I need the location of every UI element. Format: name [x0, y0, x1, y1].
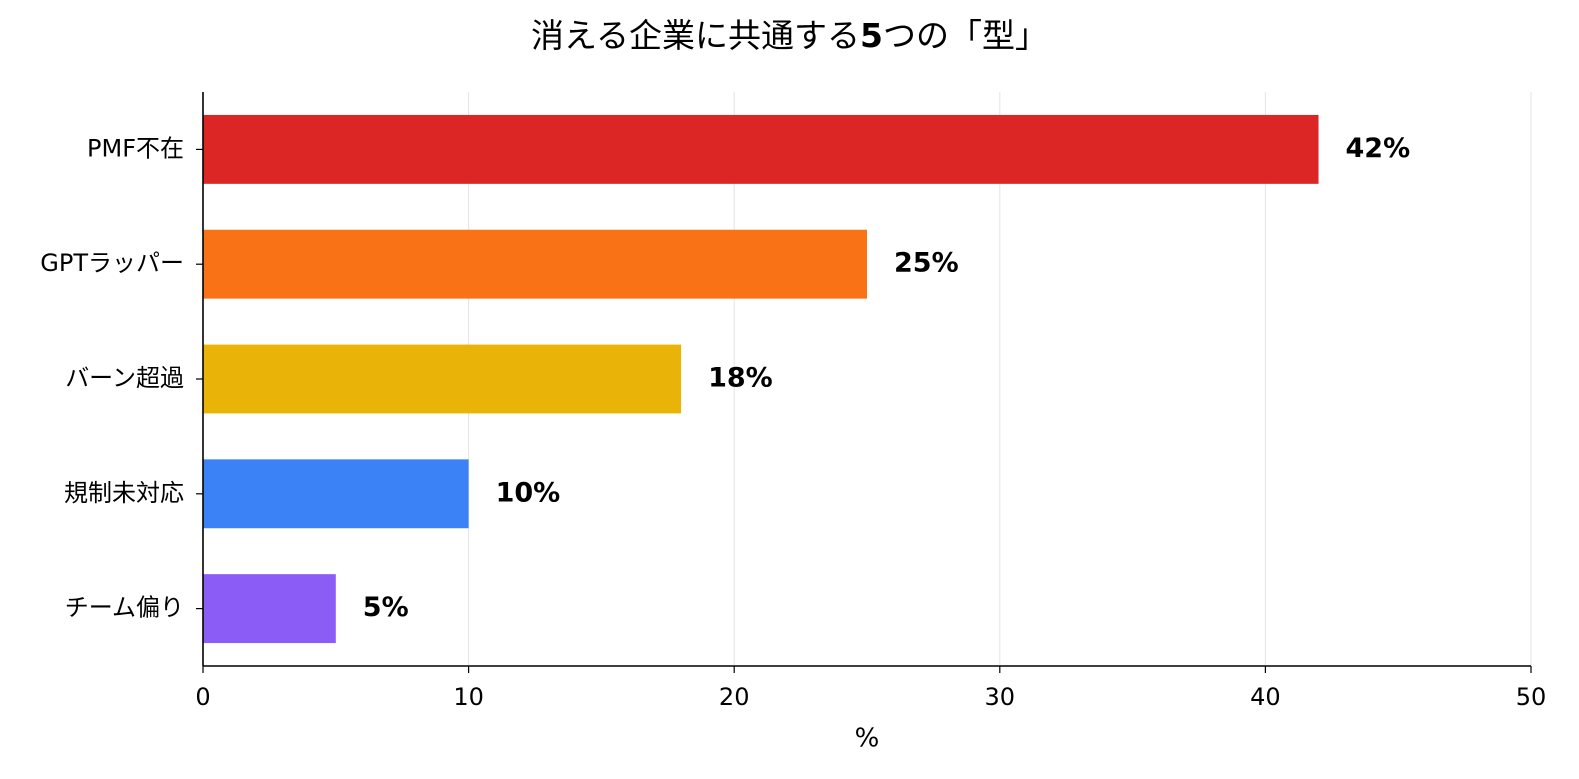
bars [203, 114, 1319, 644]
bar [203, 229, 867, 299]
bar-value-label: 5% [363, 592, 409, 623]
category-label: 規制未対応 [64, 479, 184, 507]
x-tick-label: 40 [1250, 683, 1281, 711]
x-tick-label: 20 [719, 683, 750, 711]
category-label: PMF不在 [87, 134, 184, 162]
bar [203, 114, 1319, 184]
bar-value-label: 18% [708, 363, 773, 394]
category-label: チーム偏り [65, 594, 184, 622]
bar-value-label: 42% [1346, 133, 1411, 164]
chart-title: 消える企業に共通する5つの「型」 [0, 12, 1579, 60]
bar-value-label: 10% [496, 477, 561, 508]
bar [203, 344, 682, 414]
axes [196, 92, 1532, 673]
labels: 42% PMF不在 25% GPTラッパー 18% バーン超過 10% 規制未対応 5% チーム偏… [40, 133, 1546, 754]
category-label: バーン超過 [65, 364, 184, 392]
x-axis-label: % [855, 724, 880, 754]
chart-title-text: 消える企業に共通する5つの「型」 [531, 16, 1048, 55]
gridlines [468, 92, 1532, 666]
x-tick-label: 10 [453, 683, 484, 711]
bar [203, 574, 336, 644]
bar-value-label: 25% [894, 248, 959, 279]
bar [203, 459, 469, 529]
category-label: GPTラッパー [40, 249, 184, 277]
x-tick-label: 30 [985, 683, 1016, 711]
x-tick-label: 0 [195, 683, 210, 711]
x-tick-label: 50 [1516, 683, 1547, 711]
